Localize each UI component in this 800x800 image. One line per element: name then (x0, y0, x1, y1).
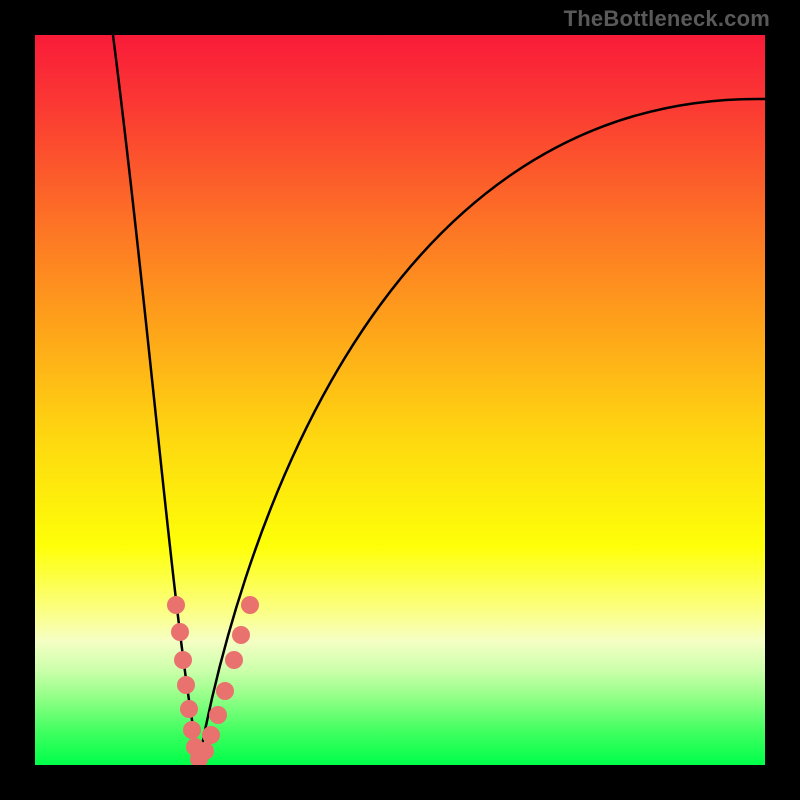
data-point-marker (180, 700, 198, 718)
data-point-marker (202, 726, 220, 744)
data-point-marker (167, 596, 185, 614)
data-point-marker (171, 623, 189, 641)
data-point-marker (209, 706, 227, 724)
data-point-marker (183, 721, 201, 739)
bottleneck-curve (35, 35, 765, 765)
data-point-marker (174, 651, 192, 669)
data-point-marker (196, 742, 214, 760)
data-point-marker (241, 596, 259, 614)
chart-frame: TheBottleneck.com (0, 0, 800, 800)
data-point-marker (232, 626, 250, 644)
data-point-marker (225, 651, 243, 669)
watermark-text: TheBottleneck.com (564, 6, 770, 32)
data-point-marker (216, 682, 234, 700)
data-point-marker (177, 676, 195, 694)
plot-area (35, 35, 765, 765)
